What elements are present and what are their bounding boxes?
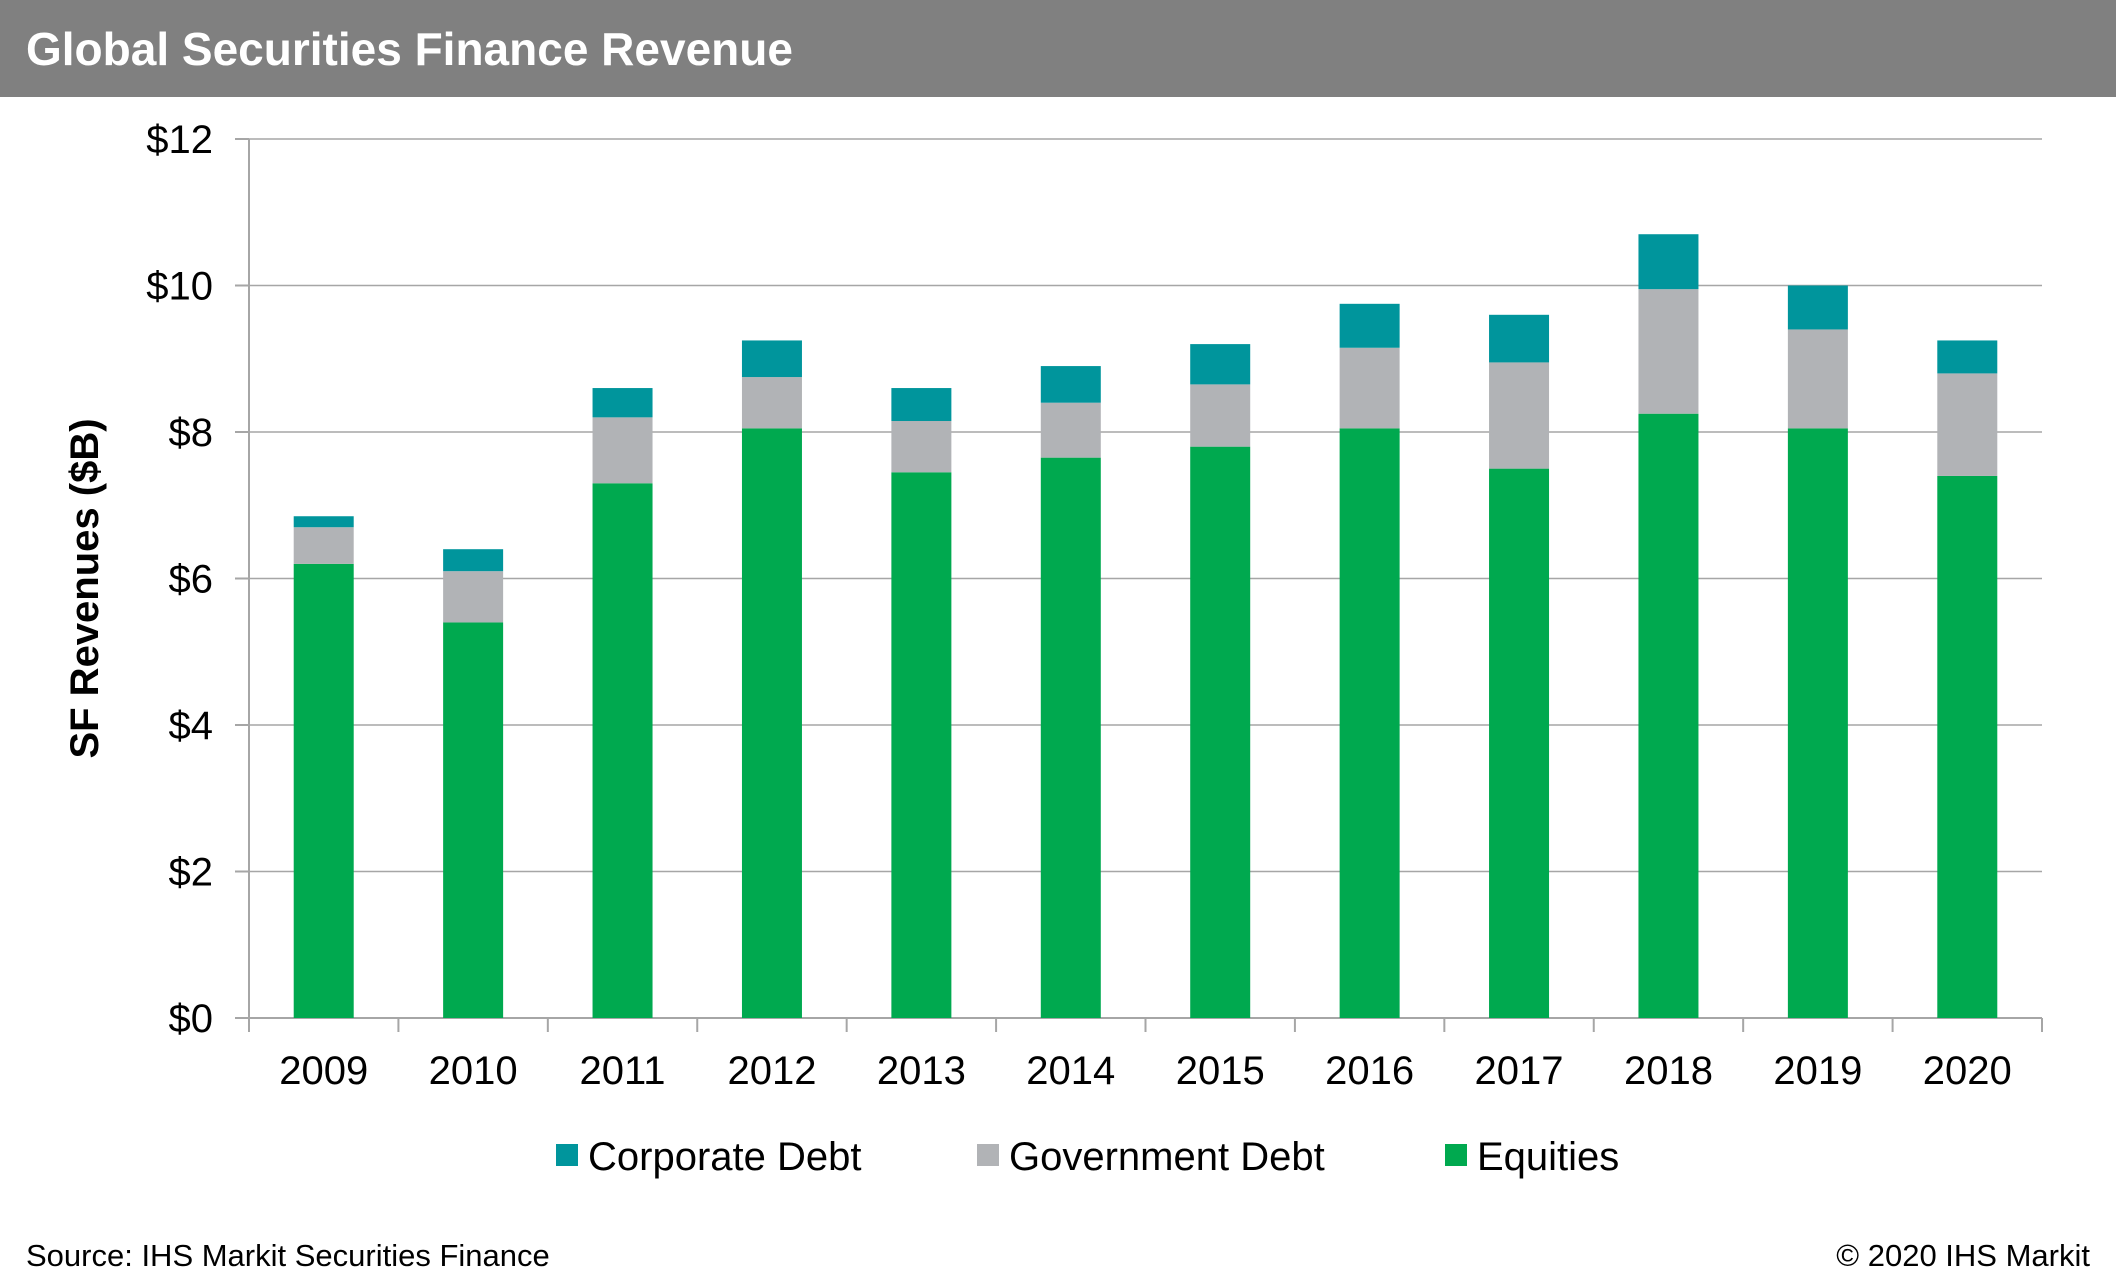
x-tick-label-2019: 2019 xyxy=(1773,1049,1862,1093)
legend-label-corporate-debt: Corporate Debt xyxy=(588,1135,861,1179)
bar-equities-2016 xyxy=(1339,428,1400,1018)
x-tick-label-2014: 2014 xyxy=(1026,1049,1115,1093)
bar-government-debt-2014 xyxy=(1040,402,1101,458)
bar-corporate-debt-2010 xyxy=(443,549,504,572)
legend-swatch-equities xyxy=(1445,1144,1467,1166)
bar-equities-2017 xyxy=(1489,468,1550,1018)
bar-corporate-debt-2013 xyxy=(891,388,952,422)
bar-government-debt-2018 xyxy=(1638,289,1699,414)
legend-label-government-debt: Government Debt xyxy=(1009,1135,1325,1179)
y-tick-label-10: $10 xyxy=(146,265,213,309)
bar-equities-2012 xyxy=(741,428,802,1018)
y-tick-label-8: $8 xyxy=(169,411,214,455)
title-bar: Global Securities Finance Revenue xyxy=(0,0,2116,97)
bar-equities-2009 xyxy=(293,563,354,1018)
source-note: Source: IHS Markit Securities Finance xyxy=(26,1238,550,1273)
bar-equities-2018 xyxy=(1638,413,1699,1018)
bar-corporate-debt-2017 xyxy=(1489,314,1550,363)
bar-government-debt-2017 xyxy=(1489,362,1550,469)
bar-corporate-debt-2016 xyxy=(1339,303,1400,348)
bar-corporate-debt-2018 xyxy=(1638,234,1699,290)
x-tick-label-2013: 2013 xyxy=(877,1049,966,1093)
chart-title: Global Securities Finance Revenue xyxy=(26,23,793,75)
y-tick-label-4: $4 xyxy=(169,704,214,748)
legend-swatch-corporate-debt xyxy=(556,1144,578,1166)
bar-government-debt-2015 xyxy=(1190,384,1251,447)
bar-corporate-debt-2012 xyxy=(741,340,802,378)
bar-equities-2013 xyxy=(891,472,952,1019)
y-axis-title: SF Revenues ($B) xyxy=(63,418,107,758)
bar-equities-2020 xyxy=(1937,475,1998,1018)
y-tick-label-0: $0 xyxy=(169,997,214,1041)
bar-equities-2011 xyxy=(592,483,653,1018)
x-tick-label-2015: 2015 xyxy=(1176,1049,1265,1093)
x-tick-label-2012: 2012 xyxy=(727,1049,816,1093)
bar-government-debt-2016 xyxy=(1339,347,1400,429)
x-tick-label-2020: 2020 xyxy=(1923,1049,2012,1093)
bar-corporate-debt-2020 xyxy=(1937,340,1998,374)
legend-swatch-government-debt xyxy=(977,1144,999,1166)
x-tick-label-2016: 2016 xyxy=(1325,1049,1414,1093)
x-tick-label-2011: 2011 xyxy=(580,1049,666,1093)
bar-equities-2010 xyxy=(443,622,504,1018)
bar-corporate-debt-2009 xyxy=(293,516,354,528)
legend-label-equities: Equities xyxy=(1477,1135,1619,1179)
bar-corporate-debt-2019 xyxy=(1787,285,1848,330)
bar-government-debt-2009 xyxy=(293,527,354,564)
y-tick-label-12: $12 xyxy=(146,118,213,162)
copyright-note: © 2020 IHS Markit xyxy=(1836,1238,2090,1273)
bar-government-debt-2012 xyxy=(741,377,802,429)
bar-government-debt-2019 xyxy=(1787,329,1848,429)
y-tick-label-6: $6 xyxy=(169,558,214,602)
bar-corporate-debt-2011 xyxy=(592,388,653,418)
bar-corporate-debt-2015 xyxy=(1190,344,1251,385)
bar-government-debt-2010 xyxy=(443,571,504,623)
bar-government-debt-2020 xyxy=(1937,373,1998,476)
x-tick-label-2010: 2010 xyxy=(429,1049,518,1093)
bar-government-debt-2013 xyxy=(891,421,952,473)
bar-government-debt-2011 xyxy=(592,417,653,484)
x-tick-label-2018: 2018 xyxy=(1624,1049,1713,1093)
x-tick-label-2009: 2009 xyxy=(279,1049,368,1093)
bar-corporate-debt-2014 xyxy=(1040,366,1101,403)
bar-equities-2019 xyxy=(1787,428,1848,1018)
bar-equities-2015 xyxy=(1190,446,1251,1018)
y-tick-label-2: $2 xyxy=(169,851,214,895)
x-tick-label-2017: 2017 xyxy=(1475,1049,1564,1093)
bar-equities-2014 xyxy=(1040,457,1101,1018)
